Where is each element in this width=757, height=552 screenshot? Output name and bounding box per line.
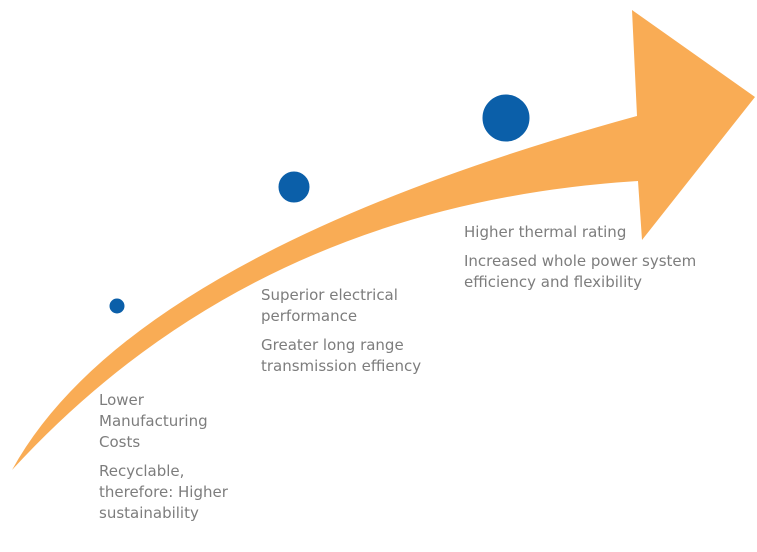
milestone-2-line-1: Superior electrical performance <box>261 286 398 325</box>
milestone-3-line-2: Increased whole power system efficiency … <box>464 252 697 291</box>
milestone-dot-large <box>479 91 533 145</box>
milestone-3-text: Higher thermal rating Increased whole po… <box>464 222 704 293</box>
milestone-dot-medium <box>275 168 313 206</box>
milestone-1-line-2: Recyclable, therefore: Higher sustainabi… <box>99 462 228 522</box>
milestone-1-text: Lower Manufacturing Costs Recyclable, th… <box>99 390 239 524</box>
milestone-dot-small <box>106 295 128 317</box>
milestone-1-line-1: Lower Manufacturing Costs <box>99 391 208 451</box>
milestone-3-line-1: Higher thermal rating <box>464 223 627 241</box>
milestone-2-text: Superior electrical performance Greater … <box>261 285 461 377</box>
milestone-2-line-2: Greater long range transmission effiency <box>261 336 422 375</box>
curved-arrow <box>12 10 755 470</box>
